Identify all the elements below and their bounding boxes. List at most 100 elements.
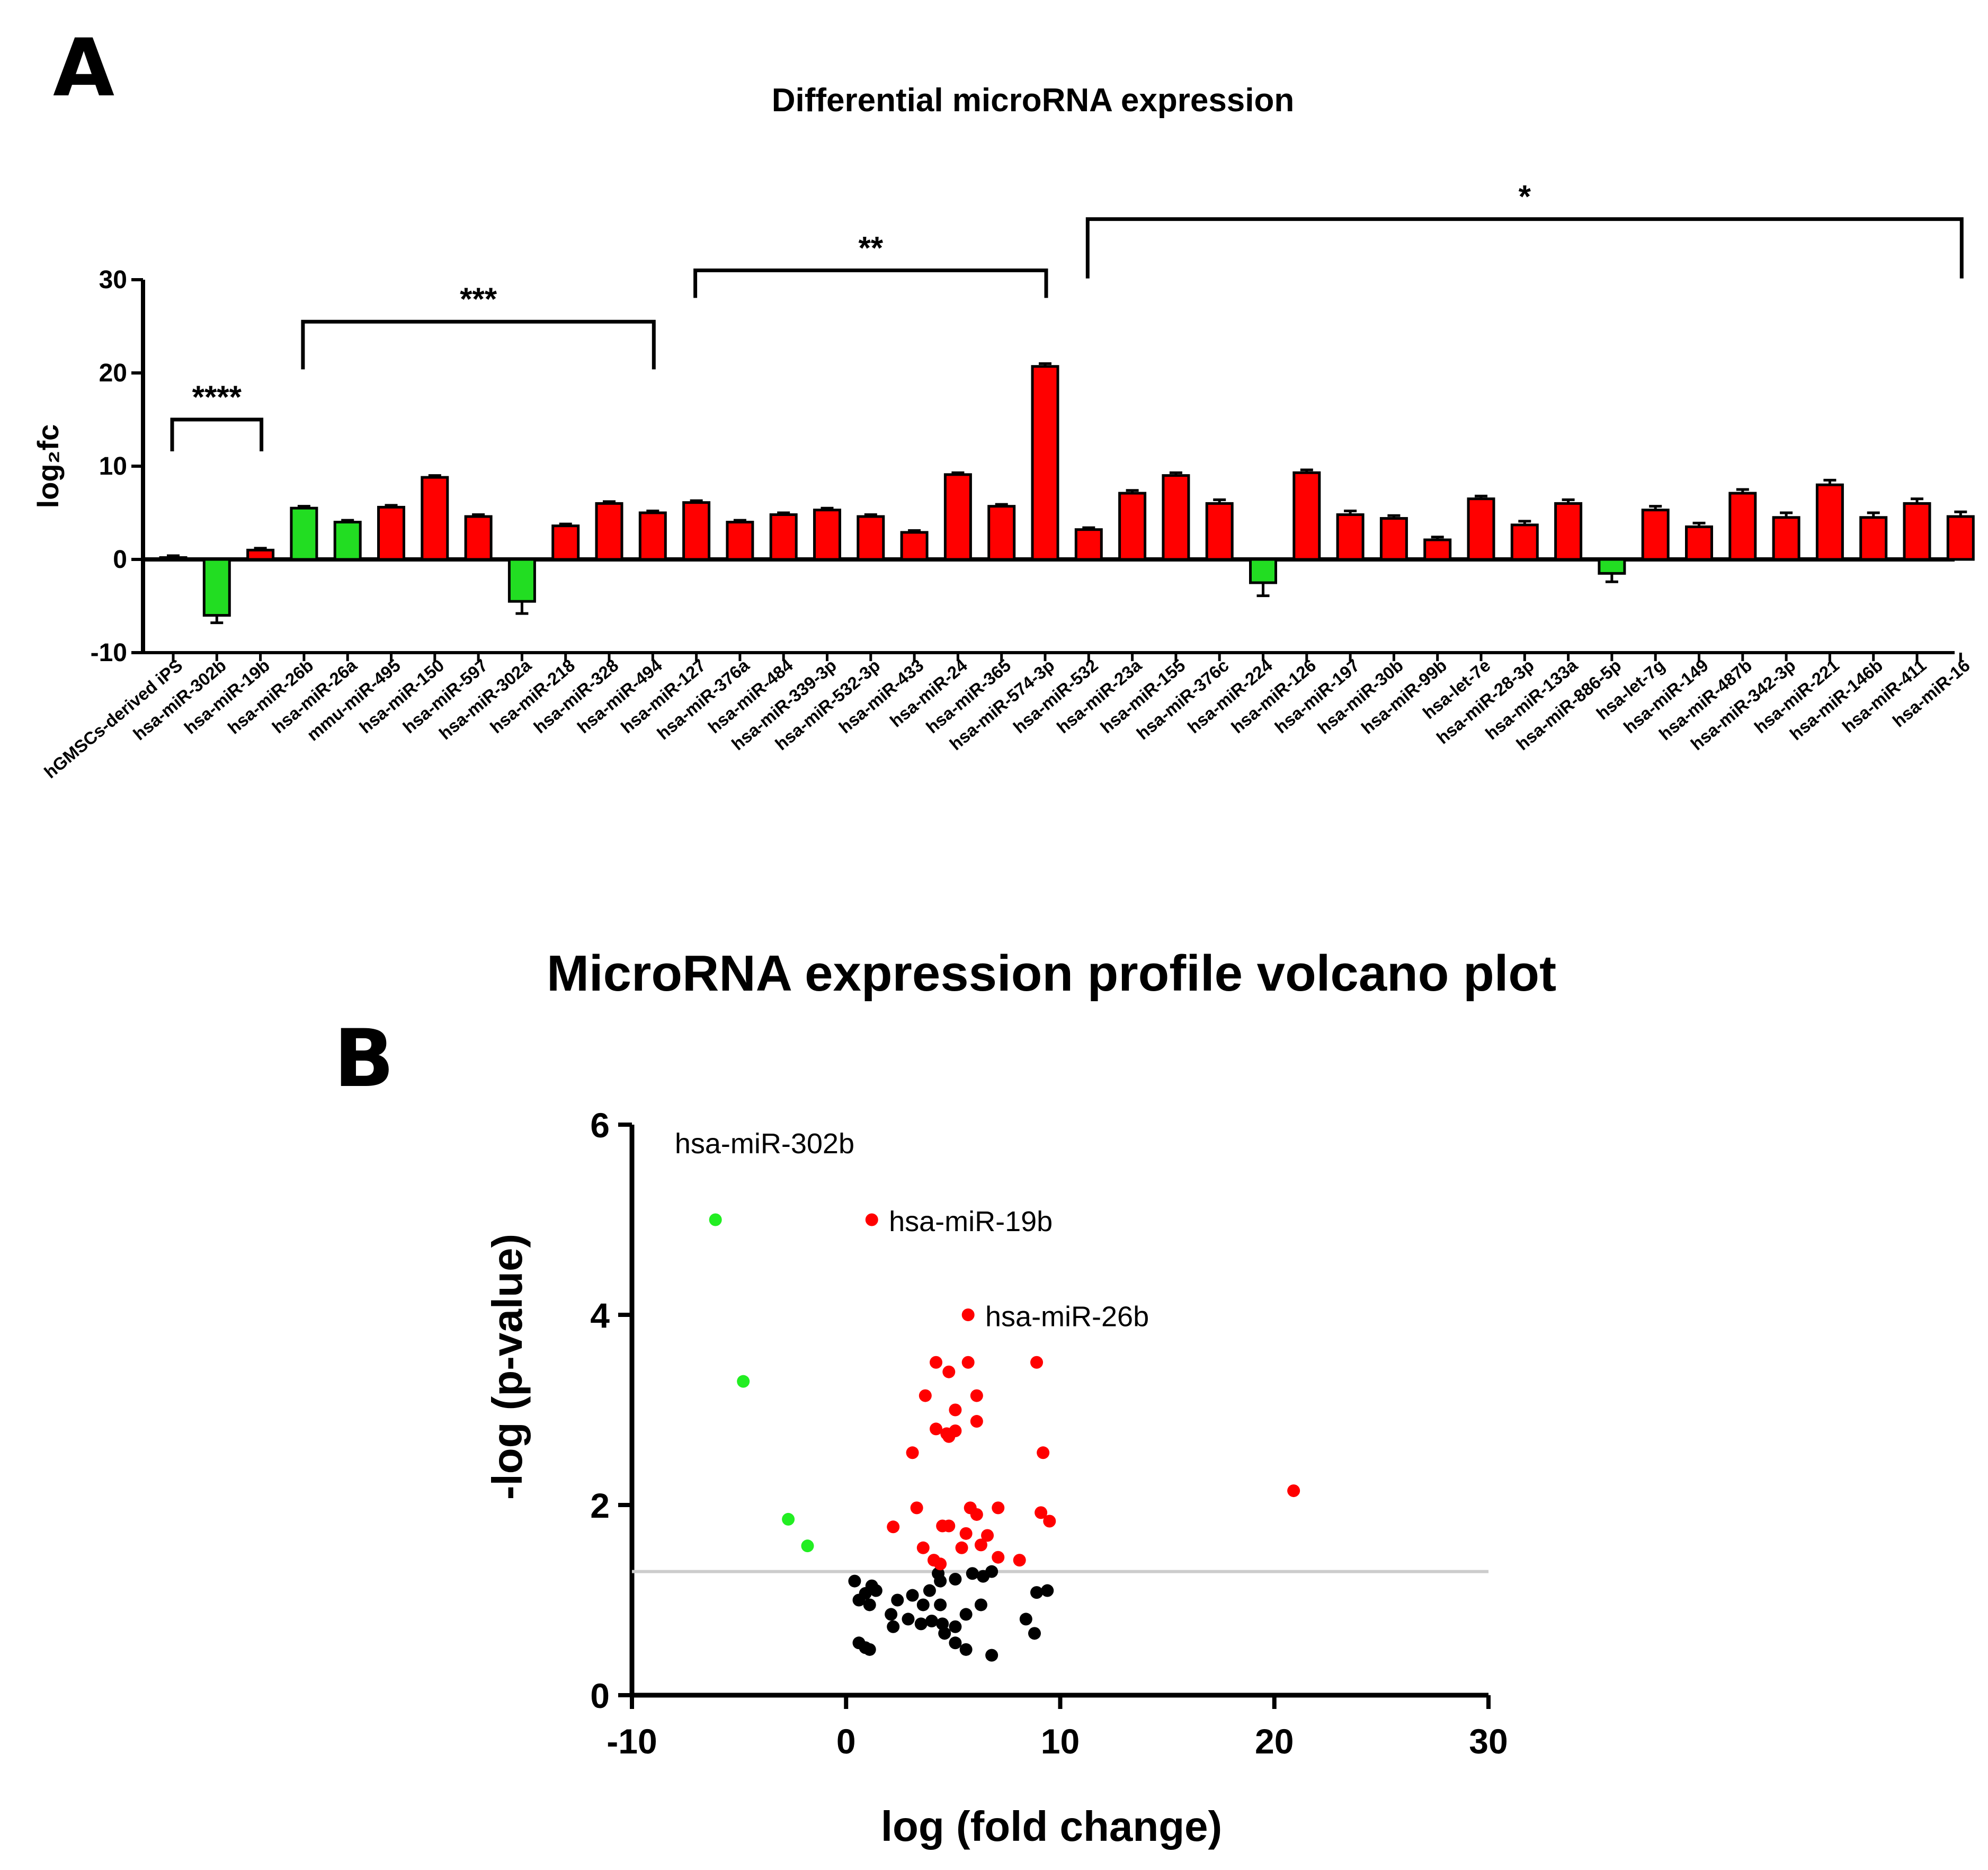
point-upregulated: [949, 1403, 962, 1417]
bar-hsa-miR-342-3p: [1772, 516, 1800, 561]
point-downregulated: [709, 1213, 722, 1226]
point-upregulated: [910, 1501, 923, 1515]
point-downregulated: [782, 1512, 795, 1526]
bar-hGMSCs-derived iPS: [159, 556, 188, 561]
point-nonsignificant: [959, 1608, 973, 1621]
point-upregulated: [865, 1213, 878, 1226]
volcano-x-axis-title: log (fold change): [881, 1803, 1222, 1850]
bar-hsa-miR-28-3p: [1510, 523, 1539, 561]
point-upregulated: [992, 1501, 1005, 1515]
point-nonsignificant: [985, 1649, 999, 1662]
point-upregulated: [970, 1389, 983, 1402]
point-annotation: hsa-miR-302b: [675, 1128, 854, 1160]
bar-hsa-miR-23a: [1118, 492, 1147, 561]
point-nonsignificant: [985, 1565, 999, 1578]
bar-hsa-miR-197: [1336, 513, 1365, 561]
point-upregulated: [1013, 1554, 1026, 1567]
point-upregulated: [961, 1356, 975, 1369]
bar-hsa-miR-133a: [1554, 502, 1583, 561]
point-nonsignificant: [852, 1593, 866, 1607]
point-downregulated: [737, 1375, 750, 1388]
point-upregulated: [1037, 1446, 1050, 1459]
volcano-y-axis-title: -log (p-value): [484, 1234, 531, 1500]
volcano-x-tick-label: 0: [836, 1722, 856, 1761]
point-nonsignificant: [949, 1573, 962, 1586]
point-upregulated: [1043, 1515, 1056, 1528]
significance-bracket: [170, 417, 264, 451]
point-nonsignificant: [887, 1620, 900, 1633]
bar-hsa-miR-126: [1292, 471, 1321, 561]
bar-hsa-miR-155: [1162, 474, 1190, 561]
point-nonsignificant: [966, 1567, 979, 1580]
bar-hsa-miR-411: [1903, 502, 1931, 561]
bar-chart-title: Differential microRNA expression: [772, 82, 1295, 119]
bar-y-tick-label: -10: [91, 639, 127, 667]
bar-hsa-miR-494: [638, 511, 667, 561]
bar-hsa-let-7g: [1641, 509, 1670, 561]
point-nonsignificant: [916, 1598, 930, 1611]
bar-hsa-miR-376a: [726, 521, 754, 561]
point-upregulated: [955, 1541, 968, 1554]
bar-hsa-miR-30b: [1379, 517, 1408, 561]
bar-hsa-miR-597: [464, 515, 493, 561]
point-nonsignificant: [1041, 1584, 1054, 1597]
point-upregulated: [970, 1508, 983, 1521]
point-upregulated: [930, 1422, 943, 1436]
point-nonsignificant: [848, 1574, 861, 1588]
bar-hsa-miR-146b: [1859, 516, 1888, 561]
point-upregulated: [970, 1415, 983, 1428]
point-upregulated: [992, 1551, 1005, 1564]
significance-label: ****: [192, 379, 242, 415]
point-nonsignificant: [925, 1614, 938, 1627]
bar-y-tick-label: 10: [99, 452, 127, 480]
point-nonsignificant: [932, 1567, 945, 1580]
bar-hsa-let-7e: [1467, 497, 1495, 561]
bar-hsa-miR-365: [987, 505, 1016, 561]
point-upregulated: [887, 1520, 900, 1534]
point-nonsignificant: [974, 1598, 987, 1611]
bar-hsa-miR-433: [900, 531, 929, 561]
point-upregulated: [959, 1527, 973, 1540]
volcano-x-tick-label: 30: [1469, 1722, 1508, 1761]
bar-hsa-miR-150: [421, 476, 449, 561]
bar-y-tick-label: 30: [99, 266, 127, 294]
volcano-y-tick-label: 2: [590, 1486, 610, 1525]
volcano-x-tick-label: -10: [607, 1722, 657, 1761]
point-nonsignificant: [863, 1643, 876, 1656]
bar-hsa-miR-24: [943, 473, 972, 561]
point-upregulated: [942, 1430, 956, 1443]
bar-hsa-miR-532-3p: [857, 515, 885, 561]
point-downregulated: [801, 1539, 814, 1553]
volcano-chart-title: MicroRNA expression profile volcano plot: [547, 945, 1556, 1002]
bar-y-axis-title: log₂fc: [31, 424, 65, 509]
volcano-y-tick-label: 4: [590, 1296, 610, 1335]
point-upregulated: [1035, 1506, 1048, 1519]
point-upregulated: [961, 1308, 975, 1321]
bar-hsa-miR-886-5p: [1598, 558, 1626, 575]
significance-label: *: [1519, 179, 1531, 215]
point-nonsignificant: [934, 1598, 947, 1611]
panel-label-b: B: [334, 1013, 394, 1105]
bar-hsa-miR-376c: [1205, 502, 1234, 561]
point-upregulated: [1030, 1356, 1044, 1369]
point-upregulated: [906, 1446, 919, 1459]
bar-hsa-miR-99b: [1423, 538, 1452, 561]
point-nonsignificant: [914, 1617, 928, 1631]
point-nonsignificant: [1030, 1586, 1044, 1599]
bar-hsa-miR-127: [682, 501, 711, 561]
point-upregulated: [981, 1529, 994, 1542]
point-upregulated: [934, 1557, 947, 1571]
bar-mmu-miR-495: [377, 505, 405, 561]
point-upregulated: [942, 1365, 956, 1378]
bar-hsa-miR-149: [1685, 525, 1713, 561]
point-annotation: hsa-miR-26b: [985, 1301, 1149, 1333]
bar-hsa-miR-328: [595, 502, 623, 561]
significance-bracket: [1085, 217, 1964, 279]
point-nonsignificant: [863, 1598, 876, 1611]
point-annotation: hsa-miR-19b: [889, 1206, 1053, 1237]
point-upregulated: [919, 1389, 932, 1402]
point-nonsignificant: [869, 1584, 882, 1597]
bar-hsa-miR-16: [1946, 515, 1975, 561]
